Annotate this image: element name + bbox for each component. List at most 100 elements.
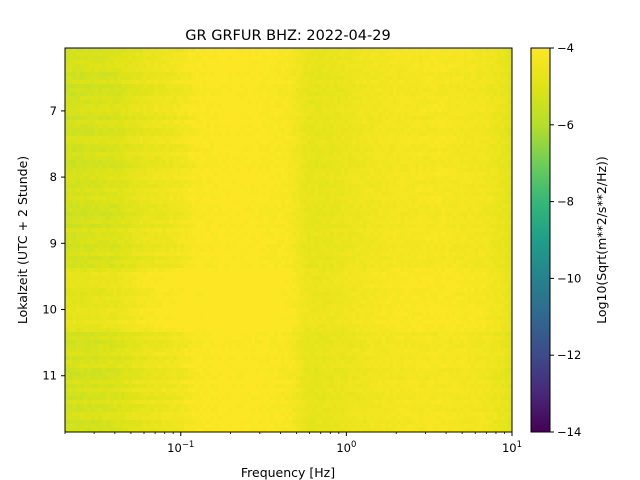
heatmap-cell xyxy=(210,96,215,101)
heatmap-cell xyxy=(214,124,219,129)
heatmap-cell xyxy=(143,140,148,145)
heatmap-cell xyxy=(463,172,468,177)
heatmap-cell xyxy=(426,104,431,109)
heatmap-cell xyxy=(314,132,319,137)
heatmap-cell xyxy=(463,208,468,213)
heatmap-cell xyxy=(303,88,308,93)
heatmap-cell xyxy=(377,56,383,61)
heatmap-cell xyxy=(120,48,126,53)
heatmap-cell xyxy=(336,148,342,153)
heatmap-cell xyxy=(273,48,278,53)
heatmap-cell xyxy=(169,72,174,77)
heatmap-cell xyxy=(128,196,133,201)
heatmap-cell xyxy=(258,132,263,137)
heatmap-cell xyxy=(236,196,241,201)
heatmap-cell xyxy=(366,208,371,213)
heatmap-cell xyxy=(344,108,349,113)
heatmap-cell xyxy=(504,184,509,189)
heatmap-cell xyxy=(448,148,453,153)
heatmap-cell xyxy=(98,76,103,81)
heatmap-cell xyxy=(277,112,282,117)
heatmap-cell xyxy=(120,208,126,213)
heatmap-cell xyxy=(374,164,379,169)
heatmap-cell xyxy=(340,184,345,189)
heatmap-cell xyxy=(392,208,397,213)
heatmap-cell xyxy=(348,164,353,169)
heatmap-cell xyxy=(307,104,312,109)
heatmap-cell xyxy=(381,156,386,161)
heatmap-cell xyxy=(72,144,77,149)
heatmap-cell xyxy=(497,204,502,209)
heatmap-cell xyxy=(266,208,271,213)
heatmap-cell xyxy=(187,96,193,101)
heatmap-cell xyxy=(273,84,278,89)
heatmap-cell xyxy=(169,52,174,57)
heatmap-cell xyxy=(422,96,427,101)
heatmap-cell xyxy=(87,76,92,81)
heatmap-cell xyxy=(72,52,77,57)
heatmap-cell xyxy=(374,72,379,77)
heatmap-cell xyxy=(243,72,248,77)
heatmap-cell xyxy=(202,84,207,89)
heatmap-cell xyxy=(344,144,349,149)
heatmap-cell xyxy=(236,72,241,77)
heatmap-cell xyxy=(247,84,252,89)
heatmap-cell xyxy=(377,148,383,153)
heatmap-cell xyxy=(184,104,189,109)
heatmap-cell xyxy=(191,212,196,217)
heatmap-cell xyxy=(482,184,487,189)
heatmap-cell xyxy=(407,100,412,105)
heatmap-cell xyxy=(437,68,442,73)
heatmap-cell xyxy=(452,100,457,105)
heatmap-cell xyxy=(228,68,234,73)
heatmap-cell xyxy=(500,124,505,129)
heatmap-cell xyxy=(269,192,275,197)
heatmap-cell xyxy=(83,172,88,177)
heatmap-cell xyxy=(132,124,137,129)
heatmap-cell xyxy=(363,72,368,77)
heatmap-cell xyxy=(146,72,152,77)
heatmap-cell xyxy=(150,108,155,113)
heatmap-cell xyxy=(105,56,111,61)
heatmap-cell xyxy=(441,76,446,81)
heatmap-cell xyxy=(433,112,438,117)
heatmap-cell xyxy=(117,184,122,189)
heatmap-cell xyxy=(407,156,412,161)
heatmap-cell xyxy=(452,172,457,177)
heatmap-cell xyxy=(284,184,289,189)
heatmap-cell xyxy=(430,124,435,129)
heatmap-cell xyxy=(426,112,431,117)
heatmap-cell xyxy=(333,52,338,57)
heatmap-cell xyxy=(426,144,431,149)
heatmap-cell xyxy=(355,112,360,117)
heatmap-cell xyxy=(184,176,189,181)
heatmap-cell xyxy=(251,80,256,85)
heatmap-cell xyxy=(277,84,282,89)
heatmap-cell xyxy=(500,164,505,169)
heatmap-cell xyxy=(418,64,424,69)
heatmap-cell xyxy=(79,212,85,217)
heatmap-cell xyxy=(76,76,81,81)
heatmap-cell xyxy=(281,208,286,213)
heatmap-cell xyxy=(310,128,315,133)
heatmap-cell xyxy=(340,140,345,145)
heatmap-cell xyxy=(288,116,293,121)
heatmap-cell xyxy=(322,96,327,101)
heatmap-cell xyxy=(329,200,334,205)
heatmap-cell xyxy=(411,76,416,81)
heatmap-cell xyxy=(281,120,286,125)
heatmap-cell xyxy=(210,168,215,173)
heatmap-cell xyxy=(277,72,282,77)
heatmap-cell xyxy=(459,128,464,133)
heatmap-cell xyxy=(441,172,446,177)
heatmap-cell xyxy=(497,124,502,129)
heatmap-cell xyxy=(314,188,319,193)
heatmap-cell xyxy=(68,184,73,189)
heatmap-cell xyxy=(169,168,174,173)
heatmap-cell xyxy=(150,56,155,61)
heatmap-cell xyxy=(456,120,461,125)
heatmap-cell xyxy=(474,176,479,181)
heatmap-cell xyxy=(206,52,211,57)
heatmap-cell xyxy=(485,180,491,185)
heatmap-cell xyxy=(269,88,275,93)
